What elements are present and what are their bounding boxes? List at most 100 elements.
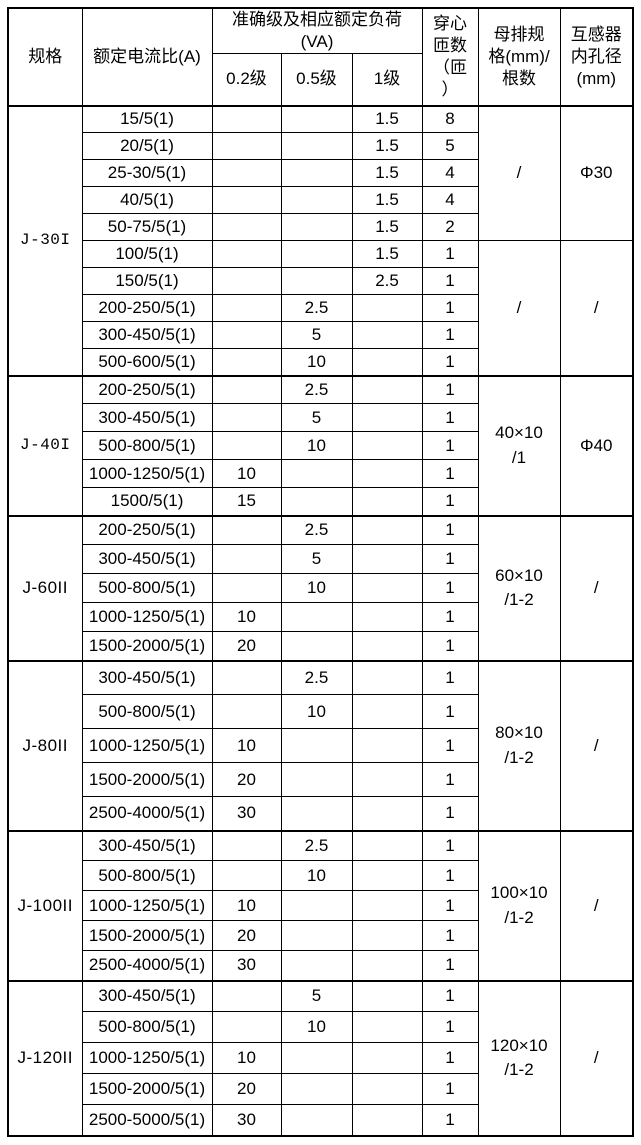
- ratio-cell: 1500/5(1): [81, 487, 213, 517]
- class-0-5-cell: 2.5: [280, 374, 353, 405]
- class-0-5-cell: [280, 1042, 353, 1075]
- spec-cell: J-40I: [7, 374, 83, 517]
- ratio-cell: 20/5(1): [81, 132, 213, 161]
- header-busbar-spec: 母排规 格(mm)/ 根数: [477, 7, 561, 107]
- turns-cell: 1: [421, 403, 479, 433]
- turns-cell: 1: [421, 631, 479, 662]
- ratio-cell: 300-450/5(1): [81, 829, 213, 862]
- class-0-5-cell: [280, 132, 353, 161]
- table-row: J-120II 300-450/5(1) 5 1 120×10 /1-2/: [7, 979, 634, 1137]
- table-row: J-40I 200-250/5(1) 2.5 1 40×10 /1 Φ40: [7, 374, 634, 517]
- class-0-2-cell: 10: [211, 890, 282, 922]
- turns-cell: 1: [421, 979, 479, 1013]
- class-0-2-cell: 20: [211, 762, 282, 798]
- table-row: J-100II 300-450/5(1) 2.5 1 100×10 /1-2/: [7, 829, 634, 982]
- class-0-2-cell: [211, 132, 282, 161]
- spec-cell: J-120II: [7, 979, 83, 1137]
- turns-cell: 1: [421, 321, 479, 350]
- ratio-cell: 1000-1250/5(1): [81, 602, 213, 633]
- turns-cell: 1: [421, 829, 479, 862]
- table-row: 1500-2000/5(1) 20 1: [8, 920, 633, 952]
- class-0-5-cell: 10: [280, 694, 353, 730]
- ratio-cell: 500-800/5(1): [81, 694, 213, 730]
- table-row: 1500-2000/5(1) 20 1: [8, 631, 633, 662]
- class-0-5-cell: [280, 728, 353, 764]
- turns-cell: 1: [421, 950, 479, 982]
- table-row: 1000-1250/5(1) 10 1: [8, 890, 633, 922]
- ratio-cell: 500-800/5(1): [81, 431, 213, 461]
- ratio-cell: 500-600/5(1): [81, 348, 213, 377]
- ratio-cell: 15/5(1): [81, 104, 213, 134]
- class-0-5-cell: [280, 920, 353, 952]
- turns-cell: 1: [421, 602, 479, 633]
- class-0-2-cell: 10: [211, 602, 282, 633]
- class-1-cell: [351, 890, 423, 922]
- class-0-5-cell: [280, 1104, 353, 1137]
- class-1-cell: [351, 459, 423, 489]
- class-1-cell: [351, 829, 423, 862]
- turns-cell: 2: [421, 213, 479, 242]
- class-0-5-cell: [280, 159, 353, 188]
- table-row: 25-30/5(1) 1.5 4: [8, 159, 633, 188]
- turns-cell: 1: [421, 487, 479, 517]
- ratio-cell: 1000-1250/5(1): [81, 459, 213, 489]
- turns-cell: 1: [421, 659, 479, 696]
- class-0-5-cell: 10: [280, 573, 353, 604]
- turns-cell: 1: [421, 694, 479, 730]
- turns-cell: 1: [421, 240, 479, 269]
- turns-cell: 4: [421, 159, 479, 188]
- turns-cell: 1: [421, 1104, 479, 1137]
- table-header: 规格 额定电流比(A) 准确级及相应额定负荷 (VA) 穿心 匝数 （匝 ） 母…: [7, 7, 634, 107]
- class-0-2-cell: [211, 659, 282, 696]
- busbar-cell: 120×10 /1-2: [477, 979, 561, 1137]
- ratio-cell: 25-30/5(1): [81, 159, 213, 188]
- class-0-5-cell: 2.5: [280, 294, 353, 323]
- ratio-cell: 1500-2000/5(1): [81, 1073, 213, 1106]
- table-row: J-60II 200-250/5(1) 2.5 1 60×10 /1-2/: [7, 514, 634, 662]
- class-1-cell: [351, 1104, 423, 1137]
- class-0-2-cell: 10: [211, 728, 282, 764]
- turns-cell: 1: [421, 267, 479, 296]
- class-1-cell: [351, 694, 423, 730]
- turns-cell: 1: [421, 348, 479, 377]
- turns-cell: 1: [421, 920, 479, 952]
- table-row: 500-600/5(1) 10 1: [8, 348, 633, 377]
- class-0-5-cell: 10: [280, 1011, 353, 1044]
- class-0-5-cell: [280, 459, 353, 489]
- table-row: 1500/5(1) 15 1: [8, 487, 633, 517]
- class-0-2-cell: [211, 403, 282, 433]
- class-0-2-cell: 20: [211, 920, 282, 952]
- class-0-5-cell: [280, 1073, 353, 1106]
- class-1-cell: 1.5: [351, 132, 423, 161]
- class-0-2-cell: 20: [211, 1073, 282, 1106]
- turns-cell: 5: [421, 132, 479, 161]
- class-0-5-cell: [280, 631, 353, 662]
- class-1-cell: [351, 321, 423, 350]
- ratio-cell: 500-800/5(1): [81, 573, 213, 604]
- spec-cell: J-100II: [7, 829, 83, 982]
- turns-cell: 1: [421, 762, 479, 798]
- turns-cell: 1: [421, 728, 479, 764]
- class-1-cell: [351, 514, 423, 546]
- ratio-cell: 2500-4000/5(1): [81, 796, 213, 832]
- class-0-5-cell: 5: [280, 544, 353, 575]
- class-0-5-cell: [280, 762, 353, 798]
- table-row: 500-800/5(1) 10 1: [8, 573, 633, 604]
- class-1-cell: 1.5: [351, 213, 423, 242]
- table-row: 100/5(1) 1.5 1//: [8, 240, 634, 377]
- class-0-5-cell: [280, 487, 353, 517]
- header-class-1: 1级: [351, 53, 423, 107]
- spec-cell: J-80II: [7, 659, 83, 832]
- table-row: 1000-1250/5(1) 10 1: [8, 728, 633, 764]
- class-0-2-cell: [211, 321, 282, 350]
- ratio-cell: 200-250/5(1): [81, 514, 213, 546]
- ratio-cell: 1500-2000/5(1): [81, 762, 213, 798]
- table-row: 1500-2000/5(1) 20 1: [8, 1073, 633, 1106]
- class-0-2-cell: 10: [211, 1042, 282, 1075]
- class-1-cell: 1.5: [351, 104, 423, 134]
- table-body: J-30I 15/5(1) 1.5 8/Φ30 20/5(1) 1.5 5 25-30/5(1…: [7, 104, 634, 1137]
- class-0-5-cell: [280, 240, 353, 269]
- class-0-2-cell: [211, 374, 282, 405]
- table-row: 40/5(1) 1.5 4: [8, 186, 633, 215]
